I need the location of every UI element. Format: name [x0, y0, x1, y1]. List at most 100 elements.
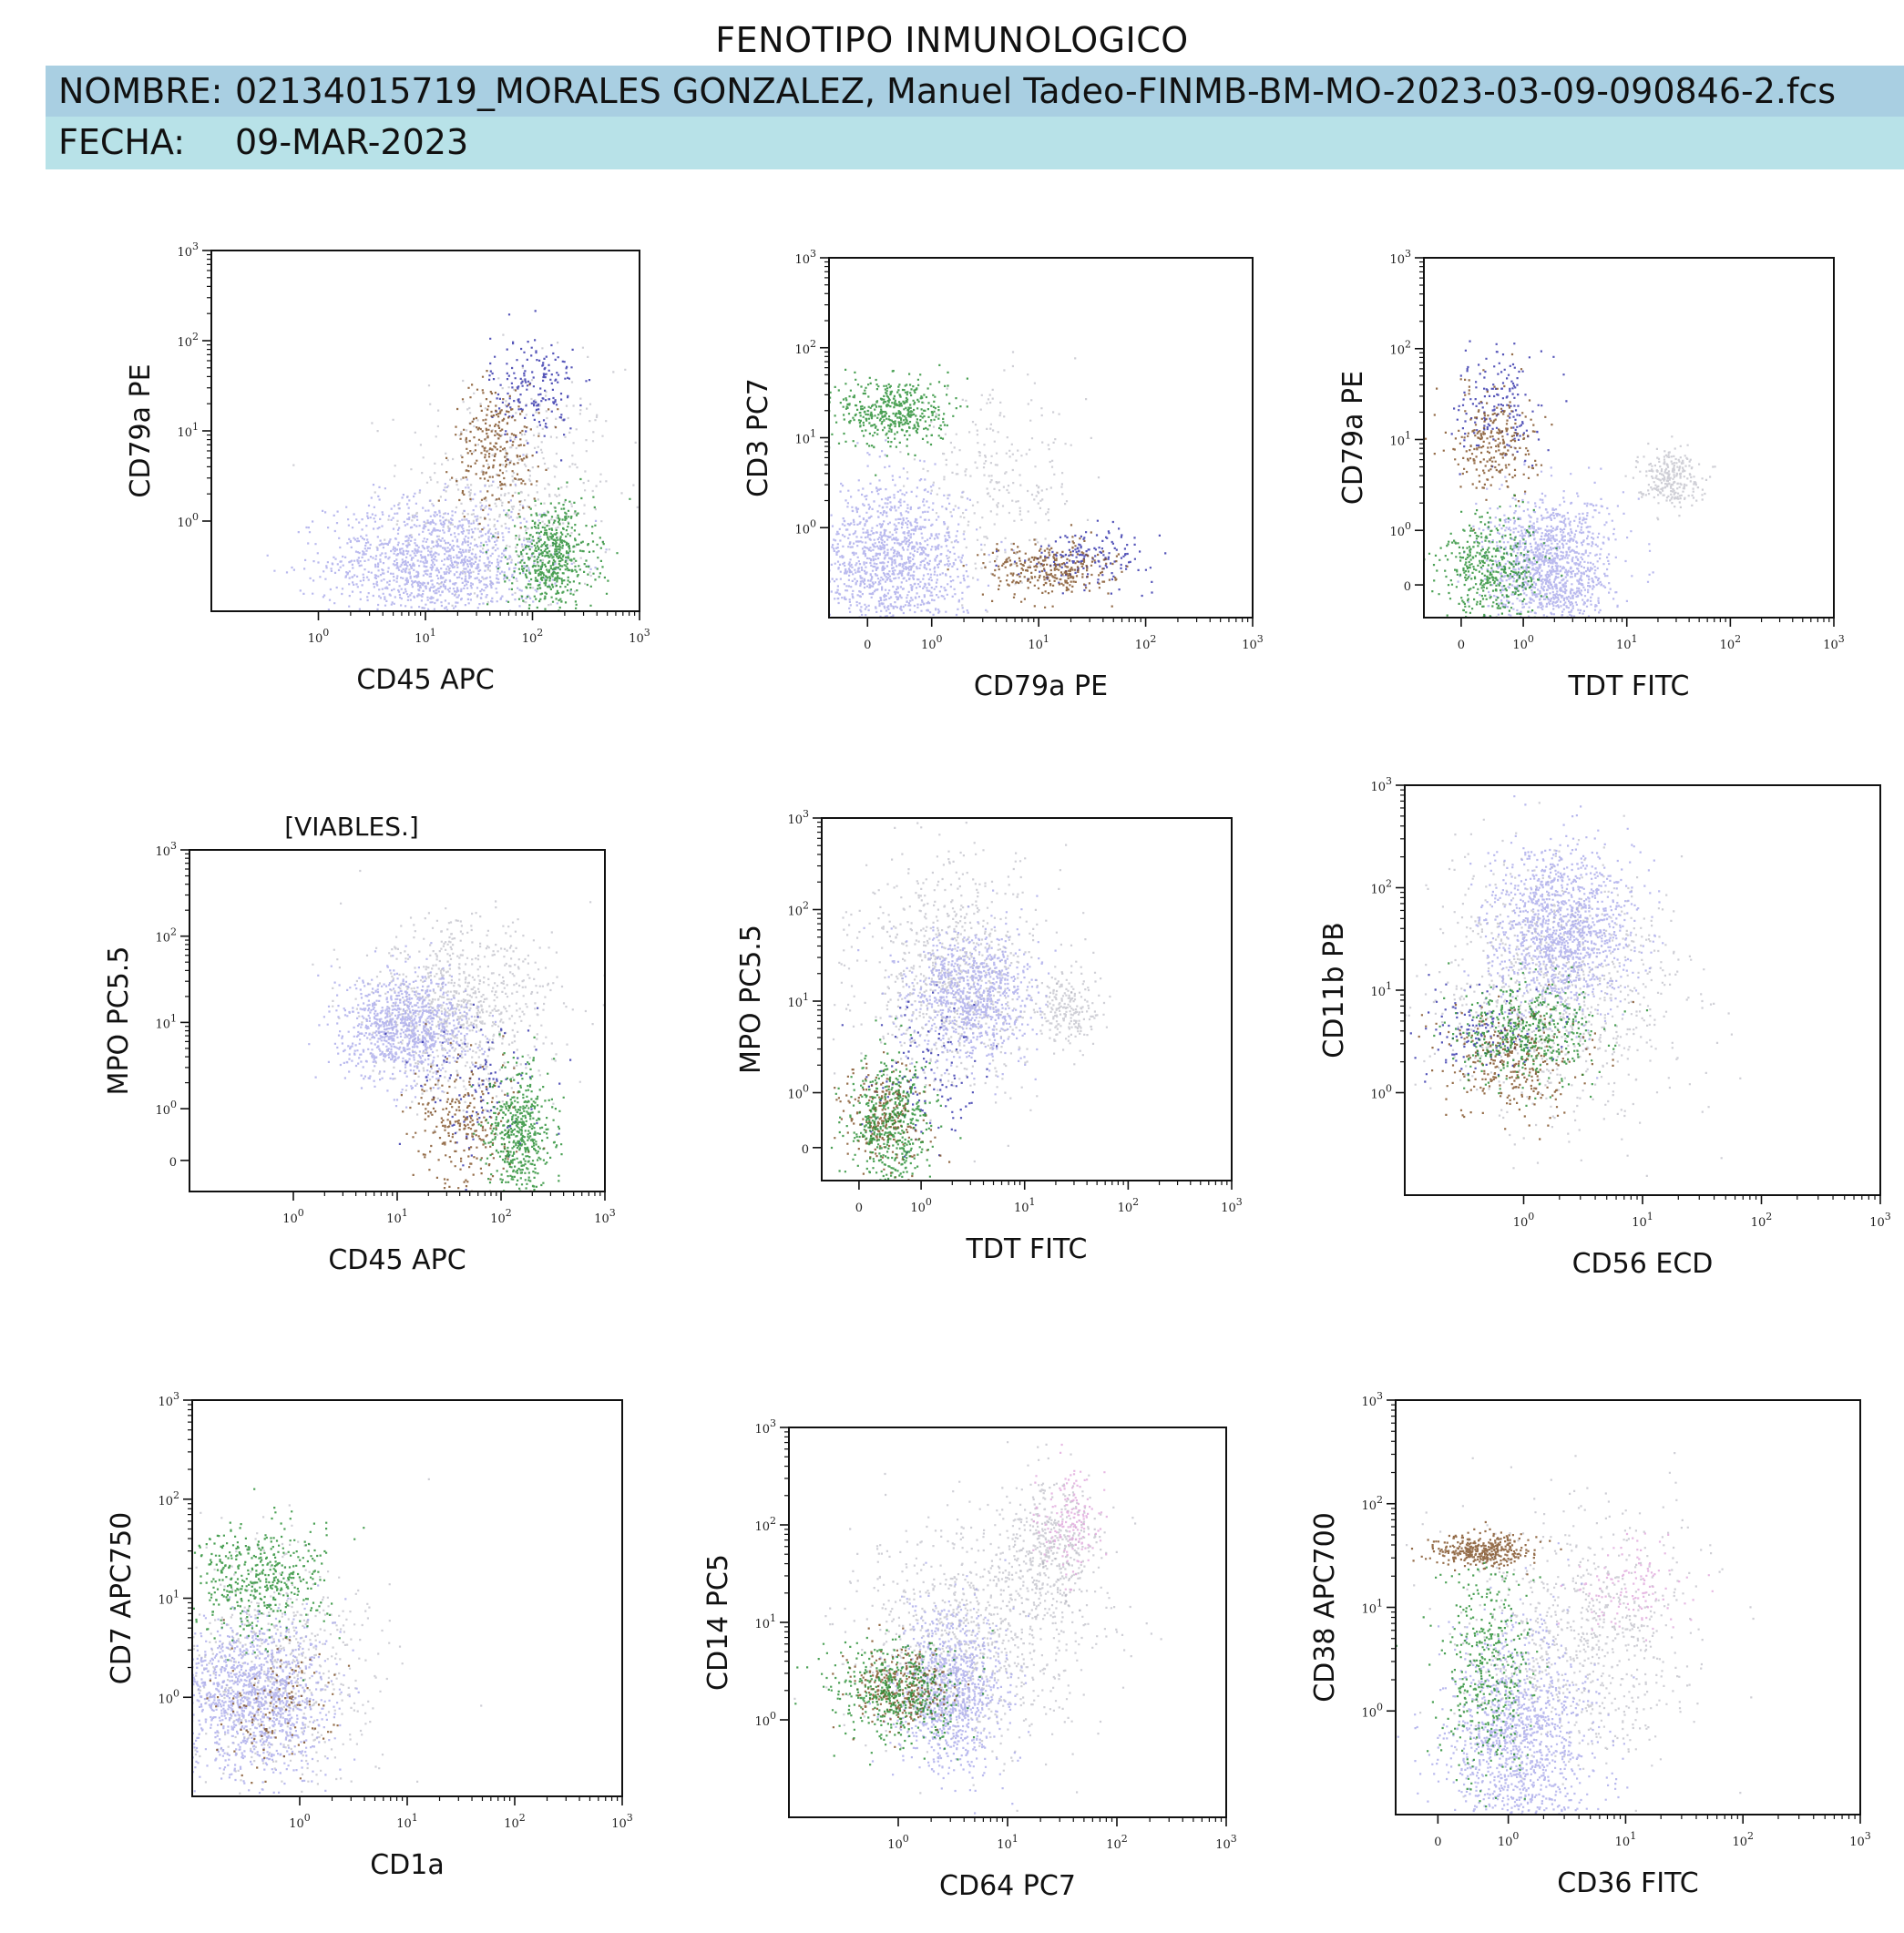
- tick-exponent: 1: [1632, 633, 1638, 645]
- dot-populations: [308, 869, 605, 1192]
- tick-label: 102: [155, 926, 177, 946]
- tick-label: 101: [1028, 633, 1049, 652]
- tick-exponent: 3: [1865, 1830, 1871, 1842]
- tick-base: 10: [1215, 1838, 1231, 1852]
- population-green: [470, 1033, 565, 1192]
- tick-exponent: 1: [412, 1812, 418, 1824]
- population-dots: [1032, 1443, 1108, 1591]
- population-gray: [832, 818, 1095, 1163]
- tick-label: 101: [386, 1207, 408, 1226]
- tick-label: 101: [396, 1812, 418, 1831]
- tick-base: 10: [1732, 1836, 1747, 1849]
- tick-exponent: 1: [1029, 1196, 1036, 1208]
- tick-base: 10: [1615, 1836, 1631, 1849]
- tick-exponent: 0: [770, 1710, 776, 1722]
- tick-exponent: 0: [322, 627, 329, 639]
- tick-label: 100: [282, 1207, 304, 1226]
- y-axis-title: CD14 PC5: [702, 1554, 734, 1691]
- tick-base: 10: [754, 1423, 770, 1437]
- tick-exponent: 3: [1838, 633, 1845, 645]
- tick-label: 0: [855, 1202, 863, 1215]
- tick-label: 100: [1389, 520, 1411, 539]
- tick-label: 100: [910, 1196, 932, 1215]
- tick-label: 100: [177, 511, 199, 530]
- tick-label: 102: [1135, 633, 1157, 652]
- tick-base: 10: [1823, 639, 1838, 652]
- tick-exponent: 0: [170, 1099, 177, 1110]
- population-blue: [1450, 340, 1568, 476]
- population-lavender: [1463, 795, 1664, 1079]
- population-dots: [1424, 494, 1563, 618]
- tick-base: 10: [787, 1089, 803, 1102]
- population-blue: [1409, 974, 1569, 1083]
- population-dots: [995, 519, 1167, 598]
- tick-exponent: 0: [173, 1687, 179, 1699]
- population-pink: [1557, 1532, 1714, 1642]
- tick-exponent: 3: [173, 1390, 179, 1402]
- population-dots: [1457, 431, 1654, 618]
- population-dots: [834, 1051, 951, 1181]
- tick-base: 10: [158, 1594, 173, 1608]
- tick-exponent: 0: [192, 511, 199, 523]
- population-lavender: [857, 889, 1057, 1096]
- tick-label: 103: [1215, 1833, 1237, 1852]
- tick-label: 0: [864, 639, 871, 652]
- tick-exponent: 1: [1405, 429, 1411, 441]
- tick-label: 101: [1361, 1598, 1383, 1617]
- tick-exponent: 1: [803, 991, 809, 1003]
- tick-base: 10: [1370, 986, 1386, 999]
- population-dots: [470, 1033, 565, 1192]
- population-dots: [947, 524, 1129, 609]
- population-dots: [482, 477, 631, 611]
- tick-label: 101: [1632, 1211, 1653, 1230]
- tick-label: 103: [158, 1390, 179, 1409]
- population-dots: [832, 818, 1095, 1163]
- date-value: 09-MAR-2023: [235, 122, 469, 162]
- tick-label: 103: [1242, 633, 1264, 652]
- tick-exponent: 2: [1766, 1211, 1772, 1222]
- patient-name-row: NOMBRE: 02134015719_MORALES GONZALEZ, Ma…: [46, 66, 1904, 117]
- tick-label: 102: [1751, 1211, 1773, 1230]
- tick-label: 101: [415, 627, 436, 646]
- tick-base: 10: [794, 343, 810, 357]
- tick-exponent: 3: [192, 240, 199, 252]
- tick-label: 101: [177, 421, 199, 440]
- tick-base: 10: [177, 336, 192, 350]
- tick-exponent: 0: [1528, 633, 1534, 645]
- population-dots: [868, 1559, 1030, 1815]
- tick-label: 102: [754, 1515, 776, 1534]
- population-dots: [1433, 962, 1649, 1107]
- tick-exponent: 1: [1377, 1598, 1383, 1610]
- tick-base: 10: [887, 1838, 903, 1852]
- tick-exponent: 1: [810, 428, 816, 440]
- tick-exponent: 0: [810, 517, 816, 529]
- tick-exponent: 0: [1377, 1701, 1383, 1713]
- tick-base: 10: [629, 632, 644, 646]
- plot-frame: [821, 817, 1233, 1181]
- tick-label: 102: [1389, 339, 1411, 358]
- dot-populations: [1424, 340, 1716, 618]
- tick-exponent: 3: [1386, 775, 1392, 787]
- tick-base: 10: [1242, 639, 1257, 652]
- tick-exponent: 2: [1132, 1196, 1139, 1208]
- tick-base: 10: [921, 639, 937, 652]
- tick-base: 10: [910, 1202, 926, 1215]
- tick-exponent: 2: [810, 338, 816, 350]
- population-green: [830, 1018, 962, 1181]
- tick-exponent: 2: [1377, 1494, 1383, 1506]
- population-dots: [1418, 983, 1634, 1140]
- tick-exponent: 2: [1405, 339, 1411, 351]
- plot-frame: [788, 1427, 1227, 1818]
- x-axis-title: TDT FITC: [966, 1233, 1088, 1265]
- tick-exponent: 1: [1630, 1830, 1636, 1842]
- tick-label: 101: [787, 991, 809, 1010]
- population-dots: [488, 310, 591, 462]
- tick-label: 103: [594, 1207, 616, 1226]
- tick-base: 10: [386, 1212, 402, 1226]
- dot-populations: [1405, 795, 1742, 1177]
